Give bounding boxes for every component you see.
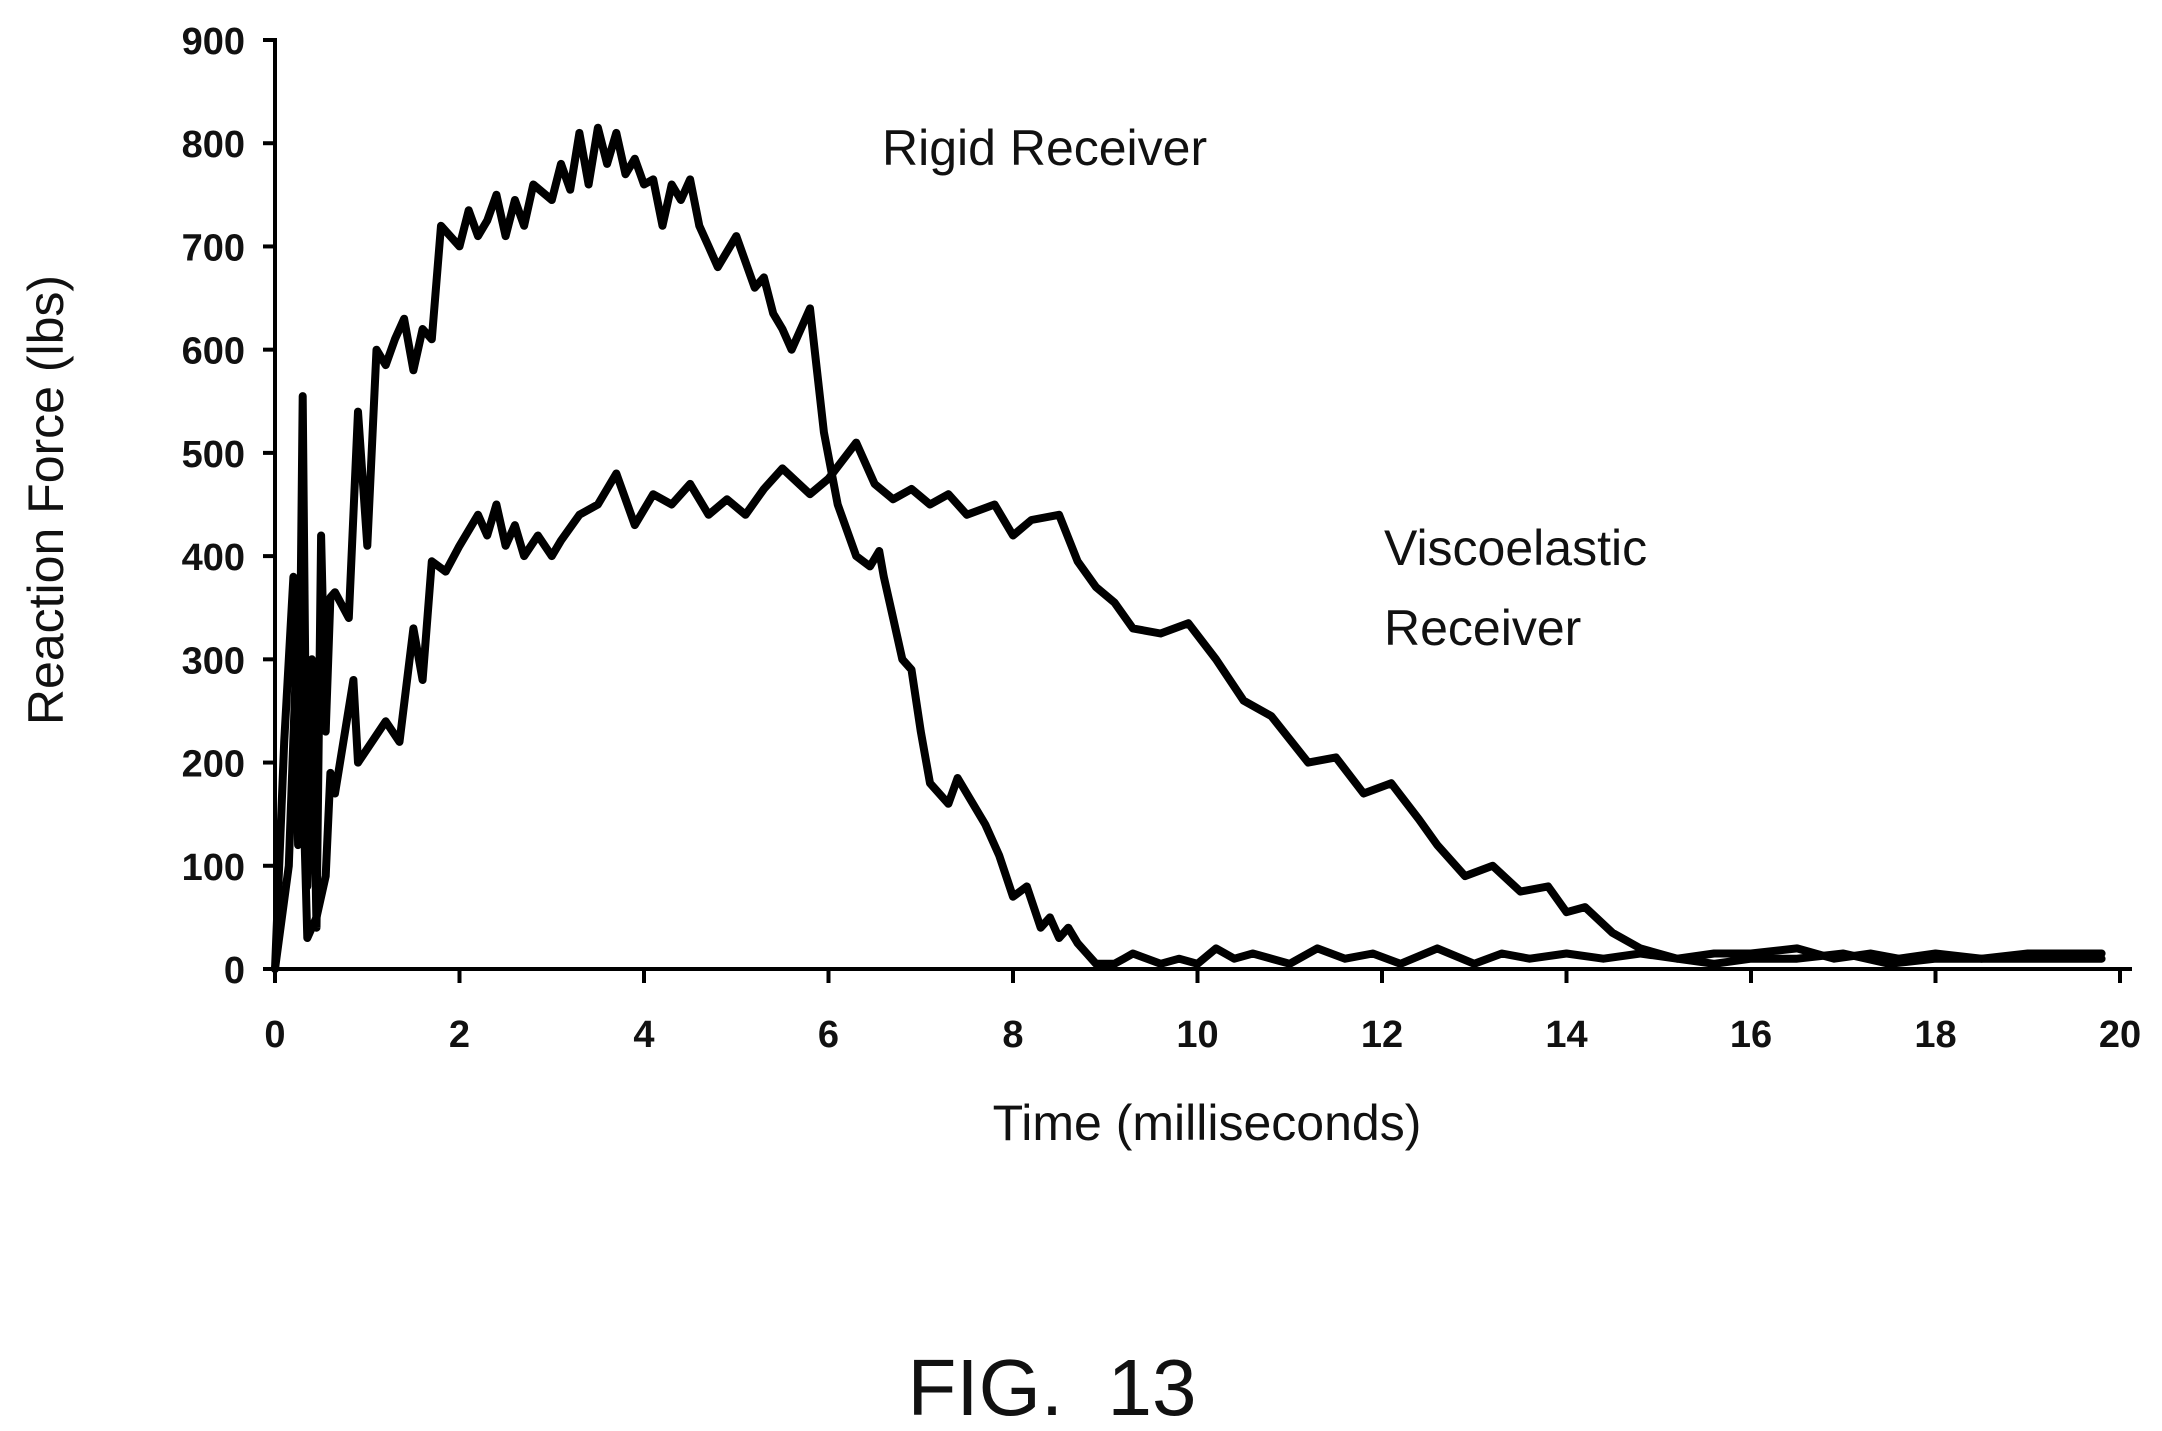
axes bbox=[273, 38, 2132, 971]
y-tick-label: 400 bbox=[182, 537, 245, 579]
x-tick-label: 16 bbox=[1730, 1014, 1772, 1056]
figure-label: FIG. 13 bbox=[908, 1343, 1197, 1431]
annotation-viscoelastic: Viscoelastic bbox=[1384, 520, 1647, 576]
y-tick-label: 500 bbox=[182, 434, 245, 476]
series-layer bbox=[271, 123, 2106, 973]
y-tick-label: 200 bbox=[182, 744, 245, 786]
x-tick-label: 2 bbox=[449, 1014, 470, 1056]
y-tick-label: 800 bbox=[182, 124, 245, 166]
x-tick-label: 6 bbox=[818, 1014, 839, 1056]
y-tick-label: 100 bbox=[182, 847, 245, 889]
x-tick-label: 10 bbox=[1176, 1014, 1218, 1056]
annotation-receiver: Receiver bbox=[1384, 600, 1581, 656]
x-tick-label: 0 bbox=[264, 1014, 285, 1056]
y-tick-label: 600 bbox=[182, 331, 245, 373]
x-tick-label: 4 bbox=[633, 1014, 654, 1056]
annotation-rigid-receiver: Rigid Receiver bbox=[882, 120, 1207, 176]
x-tick-label: 8 bbox=[1002, 1014, 1023, 1056]
y-tick-label: 700 bbox=[182, 227, 245, 269]
y-tick-label: 900 bbox=[182, 21, 245, 63]
y-axis-title: Reaction Force (lbs) bbox=[18, 275, 74, 725]
x-tick-label: 18 bbox=[1914, 1014, 1956, 1056]
x-axis-title: Time (milliseconds) bbox=[993, 1095, 1422, 1151]
series-line-1 bbox=[271, 123, 2106, 973]
x-tick-label: 20 bbox=[2099, 1014, 2141, 1056]
x-tick-label: 14 bbox=[1545, 1014, 1587, 1056]
y-tick-label: 0 bbox=[224, 950, 245, 992]
x-ticks: 0 2 4 6 8 10 12 14 16 18 20 bbox=[264, 969, 2141, 1056]
y-ticks: 0 100 200 300 400 500 600 700 800 900 bbox=[182, 21, 275, 992]
series-line-2 bbox=[271, 438, 2106, 973]
x-tick-label: 12 bbox=[1361, 1014, 1403, 1056]
y-tick-label: 300 bbox=[182, 640, 245, 682]
